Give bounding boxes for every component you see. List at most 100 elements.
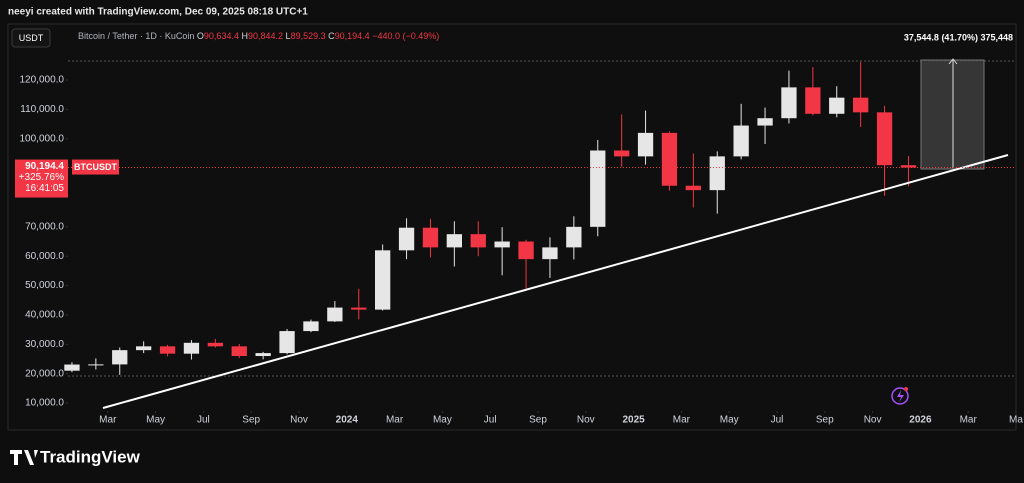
currency-label[interactable]: USDT (19, 33, 44, 43)
candle-body (351, 307, 367, 310)
last-price-label: 90,194.4 (25, 161, 64, 172)
candle-body (733, 125, 749, 157)
countdown: 16:41:05 (25, 183, 64, 194)
ohlc-change: −440.0 (−0.49%) (372, 31, 439, 41)
x-tick-label: Jul (197, 415, 210, 426)
candle-body (853, 97, 869, 113)
candle-body (375, 250, 391, 310)
candle-body (805, 87, 821, 114)
x-tick-label: Sep (242, 415, 260, 426)
x-tick-label: Sep (816, 415, 834, 426)
logo: TradingView (10, 447, 141, 466)
x-tick-label: Mar (673, 415, 691, 426)
y-tick-label: 70,000.0 (25, 221, 64, 232)
ohlc-value: 89,529.3 (291, 31, 326, 41)
y-tick-label: 20,000.0 (25, 368, 64, 379)
candle-body (398, 227, 415, 251)
candle-body (709, 156, 725, 191)
ohlc-value: 90,194.4 (335, 31, 370, 41)
symbol-tag (72, 159, 119, 175)
candle-body (661, 132, 678, 186)
x-tick-label: Mar (960, 415, 978, 426)
candle-body (159, 346, 176, 354)
y-tick-label: 50,000.0 (25, 280, 64, 291)
symbol-label: BTCUSDT (74, 162, 117, 172)
currency-button[interactable] (11, 28, 51, 48)
candle-body (781, 87, 797, 119)
candle-body (900, 165, 917, 168)
candle-body (566, 226, 582, 248)
y-tick-label: 30,000.0 (25, 339, 64, 350)
x-tick-label: Jul (771, 415, 784, 426)
candle-body (64, 364, 80, 371)
candle-body (136, 346, 152, 351)
x-tick-label: 2024 (336, 415, 359, 426)
x-tick-label: Nov (577, 415, 595, 426)
last-price-box (15, 159, 68, 198)
change-pct: +325.76% (19, 172, 64, 183)
candle-body (590, 150, 606, 227)
x-tick-label: Nov (290, 415, 308, 426)
candle-body (829, 97, 845, 114)
measure-label: 37,544.8 (41.70%) 375,448 (904, 32, 1013, 42)
plot (64, 61, 917, 375)
x-tick-label: May (146, 415, 165, 426)
candle-body (542, 247, 558, 260)
logo-mark (10, 450, 38, 465)
alert-icon-bolt (897, 390, 904, 402)
candle-body (637, 132, 654, 157)
measure-arrow-head (948, 58, 958, 65)
candle-body (446, 234, 462, 248)
alert-dot (904, 387, 908, 391)
candle-body (685, 185, 701, 191)
attribution: neeyi created with TradingView.com, Dec … (8, 7, 308, 18)
x-tick-label: Sep (529, 415, 547, 426)
x-tick-label: Mar (386, 415, 404, 426)
y-tick-label: 110,000.0 (20, 104, 64, 115)
x-tick-label: May (720, 415, 739, 426)
ohlc-key: L (286, 31, 291, 41)
candle-body (470, 234, 486, 248)
y-tick-label: 10,000.0 (25, 398, 64, 409)
alert-icon[interactable] (891, 387, 909, 405)
y-tick-label: 40,000.0 (25, 310, 64, 321)
x-tick-label: 2026 (909, 415, 932, 426)
ohlc-value: 90,844.2 (248, 31, 283, 41)
candle-body (207, 342, 223, 347)
candle-body (614, 150, 630, 157)
candle-body (279, 331, 295, 354)
ohlc-key: O (197, 31, 204, 41)
x-tick-label: Nov (864, 415, 882, 426)
candle-body (876, 112, 893, 166)
y-tick-label: 60,000.0 (25, 251, 64, 262)
logo-text: TradingView (40, 447, 141, 466)
candle-body (494, 241, 510, 248)
candle-body (112, 350, 128, 365)
x-tick-label: Mar (99, 415, 117, 426)
candle-body (303, 321, 319, 332)
trend-line (102, 154, 1009, 409)
candle-body (183, 342, 200, 354)
symbol-title: Bitcoin / Tether · 1D · KuCoin (78, 31, 194, 41)
candle-body (518, 241, 534, 260)
ohlc-key: C (328, 31, 335, 41)
candle-body (327, 307, 343, 322)
candle-body (231, 346, 247, 357)
x-tick-label: May (433, 415, 452, 426)
y-tick-label: 120,000.0 (20, 75, 65, 86)
price-box: 90,194.4+325.76%16:41:05 BTCUSDT (15, 159, 1016, 198)
x-tick-label: Jul (484, 415, 497, 426)
ohlc-key: H (241, 31, 248, 41)
ohlc-value: 90,634.4 (204, 31, 239, 41)
chart-frame (7, 23, 1017, 431)
legend-line: Bitcoin / Tether · 1D · KuCoin O90,634.4… (78, 31, 439, 41)
x-tick-label: 2025 (622, 415, 645, 426)
candle-body (88, 364, 104, 366)
y-tick-label: 100,000.0 (20, 133, 65, 144)
candle-body (255, 353, 271, 357)
candle-body (422, 227, 439, 248)
candle-body (757, 118, 773, 126)
x-tick-label: Ma (1009, 415, 1023, 426)
